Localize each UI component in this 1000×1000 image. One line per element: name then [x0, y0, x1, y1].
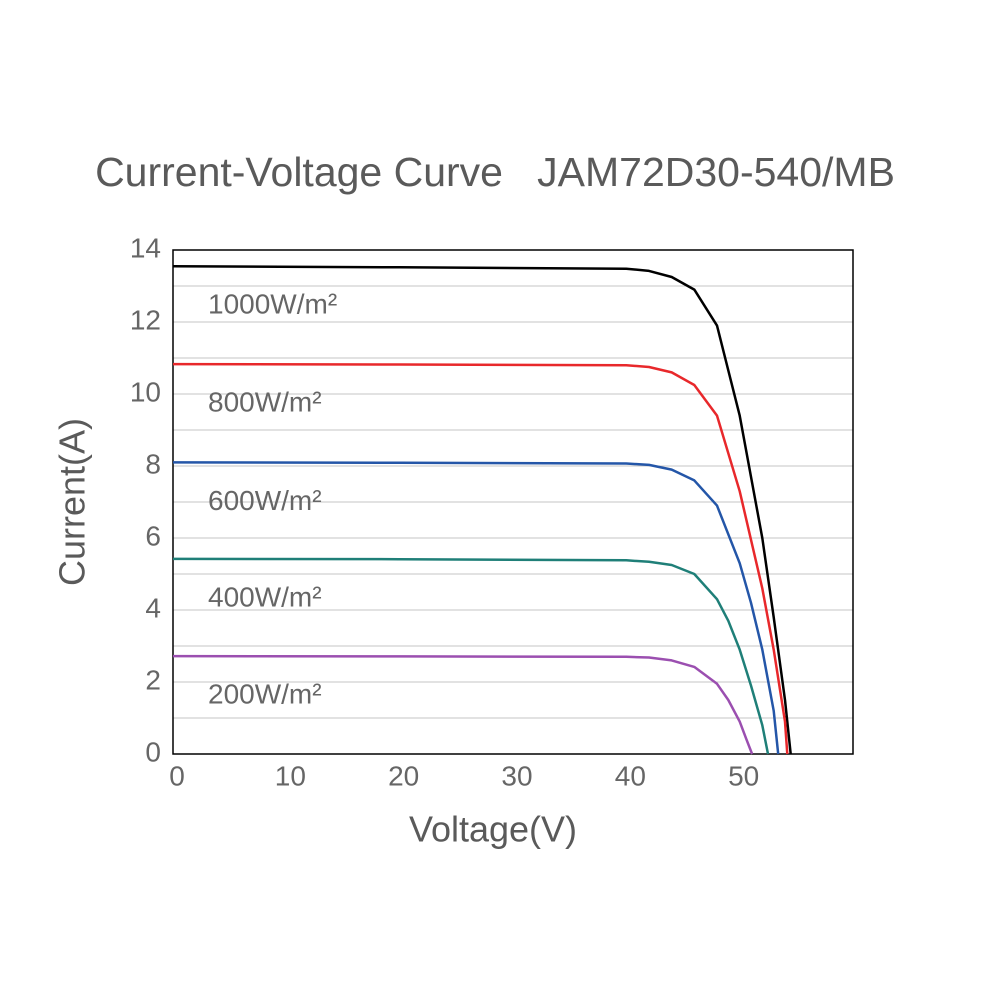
curve-label: 800W/m² — [208, 387, 322, 418]
iv-curve — [172, 654, 754, 755]
y-tick-label: 0 — [145, 736, 161, 767]
x-axis-label: Voltage(V) — [409, 809, 577, 850]
x-tick-label: 10 — [275, 760, 306, 791]
x-tick-label: 30 — [501, 760, 532, 791]
y-tick-label: 6 — [145, 520, 161, 551]
y-tick-label: 4 — [145, 592, 161, 623]
curve-label: 1000W/m² — [208, 289, 337, 320]
y-tick-label: 12 — [130, 304, 161, 335]
plot-frame — [172, 249, 854, 755]
chart-title: Current-Voltage Curve JAM72D30-540/MB — [95, 149, 895, 195]
curve-label: 200W/m² — [208, 678, 322, 709]
iv-curve — [172, 461, 780, 755]
y-tick-label: 10 — [130, 376, 161, 407]
y-tick-label: 8 — [145, 448, 161, 479]
x-tick-label: 20 — [388, 760, 419, 791]
y-tick-label: 14 — [130, 232, 161, 263]
curve-label: 400W/m² — [208, 581, 322, 612]
x-tick-label: 50 — [728, 760, 759, 791]
iv-curve — [172, 264, 792, 755]
x-tick-label: 0 — [169, 760, 185, 791]
y-axis-label: Current(A) — [52, 418, 93, 586]
y-tick-label: 2 — [145, 664, 161, 695]
iv-curve — [172, 557, 770, 755]
curve-label: 600W/m² — [208, 485, 322, 516]
iv-curve — [172, 362, 789, 755]
x-tick-label: 40 — [615, 760, 646, 791]
